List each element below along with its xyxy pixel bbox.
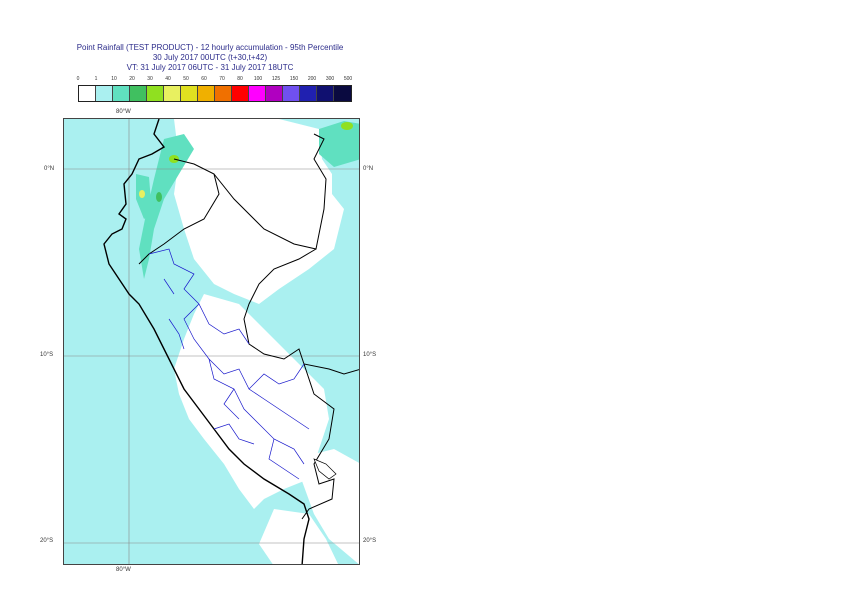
lat-label-10s: 10°S (363, 352, 377, 358)
ecuador-border (138, 158, 220, 265)
run-time: 30 July 2017 00UTC (t+30,t+42) (152, 53, 268, 62)
legend-swatch (113, 86, 130, 101)
coastline (103, 119, 310, 564)
legend-swatch (96, 86, 113, 101)
legend-tick-label: 50 (183, 76, 189, 82)
dry-area-central (174, 294, 329, 509)
legend-tick-label: 20 (129, 76, 135, 82)
legend-swatch (249, 86, 266, 101)
dry-area-interior (224, 329, 284, 379)
legend-tick-label: 10 (111, 76, 117, 82)
dry-area-southeast (294, 449, 359, 564)
lon-label-top: 80°W (116, 109, 131, 115)
legend-swatches (78, 85, 352, 102)
lat-label-20s-left: 20°S (40, 538, 54, 544)
legend-tick-label: 0 (76, 76, 80, 82)
legend-swatch (300, 86, 317, 101)
ocean-field (64, 179, 119, 294)
legend-tick-label: 200 (307, 76, 317, 82)
legend-swatch (334, 86, 351, 101)
legend-tick-label: 300 (325, 76, 335, 82)
rainfall-map (63, 118, 360, 565)
legend-swatch (283, 86, 300, 101)
bolivia-border (301, 363, 335, 520)
legend-tick-label: 70 (219, 76, 225, 82)
legend-swatch (79, 86, 96, 101)
legend-swatch (181, 86, 198, 101)
rain-high-spot-1 (341, 122, 353, 130)
valid-time: VT: 31 July 2017 06UTC - 31 July 2017 18… (126, 63, 294, 72)
lake-titicaca (313, 458, 337, 480)
chart-title: Point Rainfall (TEST PRODUCT) - 12 hourl… (76, 43, 344, 52)
legend-swatch (266, 86, 283, 101)
legend-swatch (232, 86, 249, 101)
rain-high-spot-4 (156, 192, 162, 202)
legend-tick-label: 125 (271, 76, 281, 82)
legend-tick-label: 1 (94, 76, 98, 82)
dry-area-south (259, 509, 339, 564)
lon-label-bottom: 80°W (116, 567, 131, 573)
legend-tick-label: 40 (165, 76, 171, 82)
legend-tick-label: 60 (201, 76, 207, 82)
lat-label-0: 0°N (363, 166, 374, 172)
lat-label-20s: 20°S (363, 538, 377, 544)
regional-borders (148, 248, 310, 480)
legend-swatch (198, 86, 215, 101)
legend-tick-label: 100 (253, 76, 263, 82)
legend-swatch (215, 86, 232, 101)
legend-tick-label: 30 (147, 76, 153, 82)
legend-swatch (317, 86, 334, 101)
map-svg (64, 119, 359, 564)
legend-swatch (164, 86, 181, 101)
rain-mid-northeast (319, 121, 359, 167)
lat-label-0-left: 0°N (44, 166, 55, 172)
legend-swatch (147, 86, 164, 101)
colombia-border (213, 133, 327, 250)
legend-tick-label: 500 (343, 76, 353, 82)
legend-tick-label: 150 (289, 76, 299, 82)
lat-label-10s-left: 10°S (40, 352, 54, 358)
rain-mid-andes (139, 134, 194, 279)
legend-swatch (130, 86, 147, 101)
rain-high-spot-3 (139, 190, 145, 198)
brazil-border (243, 248, 359, 375)
legend-tick-label: 80 (237, 76, 243, 82)
